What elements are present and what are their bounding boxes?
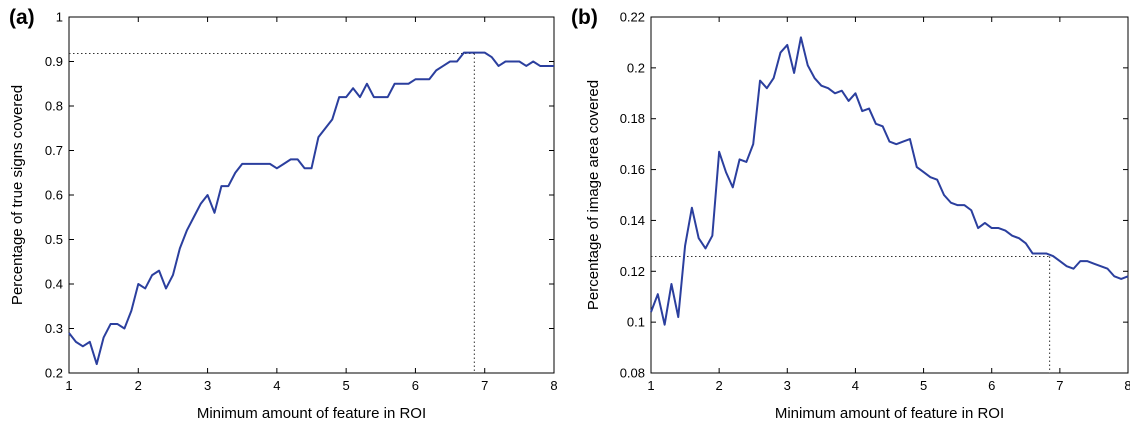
y-tick-label: 0.2 — [45, 366, 63, 381]
x-tick-label: 7 — [481, 378, 488, 393]
y-axis-label: Percentage of true signs covered — [9, 85, 26, 305]
x-tick-label: 6 — [412, 378, 419, 393]
y-tick-label: 0.22 — [620, 10, 645, 25]
y-tick-label: 0.6 — [45, 188, 63, 203]
x-tick-label: 1 — [65, 378, 72, 393]
chart-panel-1: 1 2 3 4 5 6 7 8 0.08 0.1 0.12 0.14 0.16 0.18 0.2 0.22 Mi… — [571, 6, 1130, 422]
x-tick-label: 1 — [647, 378, 654, 393]
y-tick-label: 0.16 — [620, 162, 645, 177]
x-tick-label: 4 — [852, 378, 859, 393]
chart-panel-0: 1 2 3 4 5 6 7 8 0.2 0.3 0.4 0.5 0.6 0.7 0.8 0.9 1 Minimum… — [9, 6, 558, 422]
y-tick-label: 1 — [56, 10, 63, 25]
x-tick-label: 6 — [988, 378, 995, 393]
x-tick-label: 3 — [784, 378, 791, 393]
series-line-0 — [650, 36, 1129, 326]
y-tick-label: 0.5 — [45, 232, 63, 247]
x-axis-label: Minimum amount of feature in ROI — [775, 405, 1004, 422]
y-tick-label: 0.8 — [45, 99, 63, 114]
x-tick-label: 4 — [273, 378, 280, 393]
x-axis-label: Minimum amount of feature in ROI — [197, 405, 426, 422]
y-tick-label: 0.4 — [45, 277, 63, 292]
y-tick-label: 0.1 — [627, 315, 645, 330]
panel-label: (b) — [571, 6, 598, 29]
y-tick-label: 0.12 — [620, 264, 645, 279]
plot-frame — [650, 16, 1129, 374]
plot-frame — [68, 16, 555, 374]
y-tick-label: 0.14 — [620, 213, 645, 228]
x-tick-label: 3 — [204, 378, 211, 393]
x-tick-label: 8 — [550, 378, 557, 393]
x-tick-label: 2 — [716, 378, 723, 393]
x-tick-label: 2 — [135, 378, 142, 393]
y-tick-label: 0.2 — [627, 60, 645, 75]
y-tick-label: 0.3 — [45, 321, 63, 336]
y-tick-label: 0.18 — [620, 111, 645, 126]
y-tick-label: 0.9 — [45, 54, 63, 69]
y-tick-label: 0.7 — [45, 143, 63, 158]
x-tick-label: 8 — [1124, 378, 1130, 393]
panel-label: (a) — [9, 6, 35, 29]
y-axis-label: Percentage of image area covered — [585, 80, 602, 310]
x-tick-label: 7 — [1056, 378, 1063, 393]
x-tick-label: 5 — [343, 378, 350, 393]
x-tick-label: 5 — [920, 378, 927, 393]
series-line-0 — [68, 51, 554, 366]
y-tick-label: 0.08 — [620, 366, 645, 381]
